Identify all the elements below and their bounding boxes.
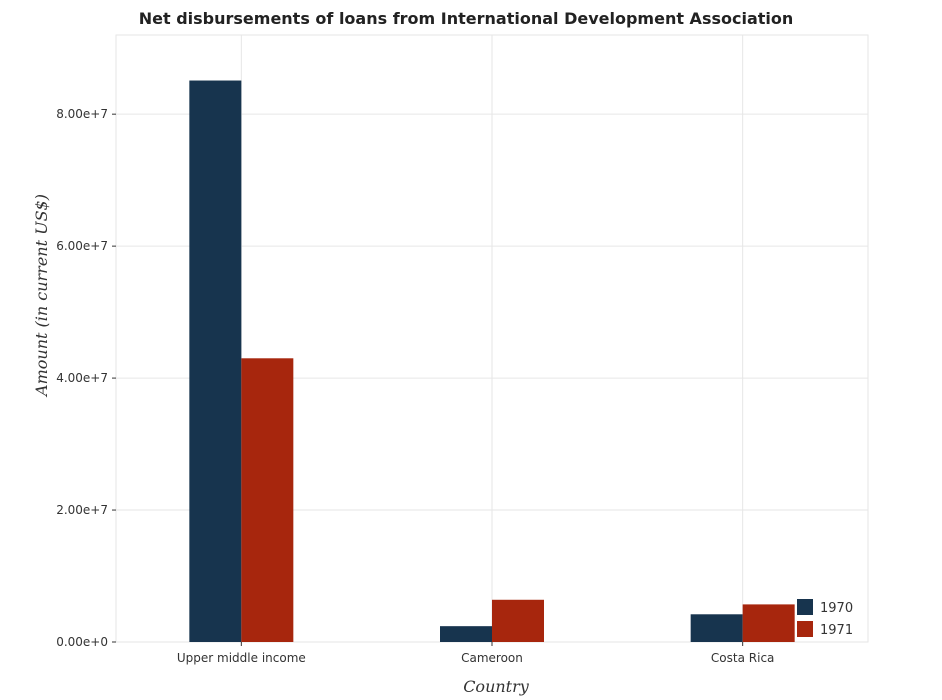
- bar-1970: [440, 626, 492, 642]
- chart-title: Net disbursements of loans from Internat…: [139, 9, 794, 28]
- legend-label-1971: 1971: [820, 623, 853, 638]
- bar-1970: [691, 614, 743, 642]
- y-tick-label: 2.00e+7: [56, 503, 108, 517]
- axes: 0.00e+0 2.00e+7 4.00e+7 6.00e+7 8.00e+7 Upper…: [56, 107, 774, 665]
- x-tick-label: Upper middle income: [177, 651, 306, 665]
- bar-1971: [241, 358, 293, 642]
- y-tick-label: 0.00e+0: [56, 635, 108, 649]
- y-tick-label: 4.00e+7: [56, 371, 108, 385]
- bar-1970: [189, 81, 241, 642]
- y-tick-label: 6.00e+7: [56, 239, 108, 253]
- legend-label-1970: 1970: [820, 601, 853, 616]
- bar-1971: [743, 604, 795, 642]
- legend-swatch-1971: [797, 621, 813, 637]
- x-axis-label: Country: [463, 677, 530, 696]
- y-axis-label: Amount (in current US$): [32, 194, 51, 398]
- x-tick-label: Cameroon: [461, 651, 523, 665]
- legend: 1970 1971: [797, 599, 853, 638]
- x-tick-label: Costa Rica: [711, 651, 774, 665]
- legend-swatch-1970: [797, 599, 813, 615]
- bar-1971: [492, 600, 544, 642]
- y-tick-label: 8.00e+7: [56, 107, 108, 121]
